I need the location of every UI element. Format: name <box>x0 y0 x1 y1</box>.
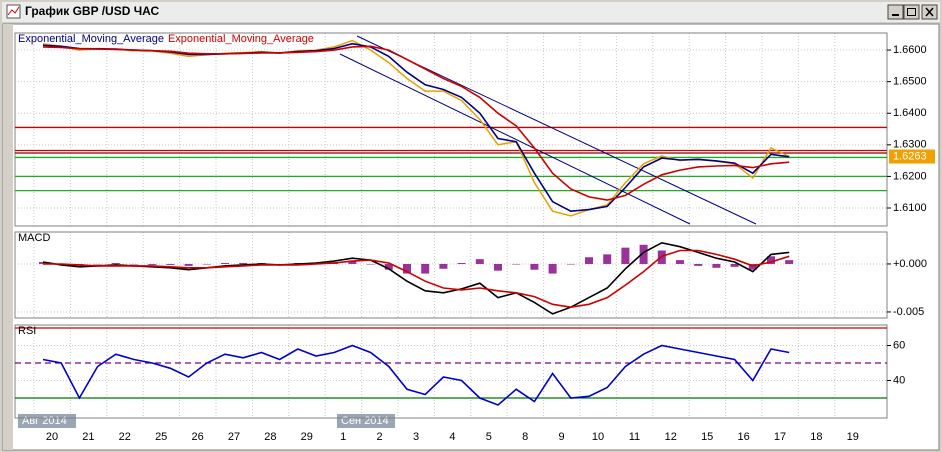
y-tick-label: 60 <box>893 339 905 351</box>
series-line <box>42 241 790 315</box>
y-tick-label: 40 <box>893 374 905 386</box>
x-tick-label: 29 <box>301 431 313 443</box>
maximize-button[interactable] <box>903 4 920 20</box>
x-tick-label: 15 <box>701 431 713 443</box>
series-line <box>43 249 790 309</box>
histogram-bar <box>712 263 721 268</box>
x-tick-label: 17 <box>774 431 786 443</box>
histogram-bar <box>785 260 794 264</box>
histogram-bar <box>585 257 593 264</box>
histogram-bar <box>475 259 484 264</box>
panel-title: MACD <box>18 232 50 244</box>
y-tick-label: 1.6500 <box>893 76 927 88</box>
histogram-bar <box>93 263 102 265</box>
histogram-bar <box>676 260 684 264</box>
histogram-bar <box>730 263 739 267</box>
x-tick-label: 2 <box>377 431 383 443</box>
x-tick-label: 18 <box>810 431 822 443</box>
histogram-bar <box>403 263 411 274</box>
histogram-bar <box>184 263 193 266</box>
y-tick-label: 1.6200 <box>893 170 927 182</box>
x-tick-label: 10 <box>592 431 604 443</box>
x-tick-label: 12 <box>665 431 677 443</box>
x-tick-label: 27 <box>228 431 240 443</box>
histogram-bar <box>348 261 357 264</box>
histogram-bar <box>130 263 138 265</box>
histogram-bar <box>421 263 430 274</box>
x-tick-label: 16 <box>737 431 749 443</box>
y-tick-label: 1.6300 <box>893 139 927 151</box>
histogram-bar <box>366 263 375 265</box>
y-tick-label: -0.005 <box>893 306 924 318</box>
window-title: График GBP /USD ЧАС <box>25 4 159 18</box>
maximize-glyph <box>907 8 916 16</box>
month-label: Сен 2014 <box>341 415 389 427</box>
y-tick-label: 1.6400 <box>893 107 927 119</box>
panel-frame <box>14 324 888 419</box>
legend-entry: Exponential_Moving_Average <box>18 33 164 45</box>
window-buttons[interactable] <box>887 4 938 20</box>
histogram-bar <box>621 247 630 264</box>
histogram-bar <box>111 263 120 264</box>
minimize-button[interactable] <box>887 4 904 20</box>
x-tick-label: 20 <box>46 431 58 443</box>
histogram-bar <box>767 256 775 264</box>
trend-line <box>339 53 691 225</box>
x-tick-label: 1 <box>340 431 346 443</box>
y-tick-label: 1.6600 <box>893 44 927 56</box>
histogram-bar <box>166 263 175 265</box>
histogram-bar <box>494 263 502 271</box>
x-tick-label: 26 <box>191 431 203 443</box>
x-tick-label: 9 <box>559 431 565 443</box>
histogram-bar <box>748 263 757 270</box>
x-tick-label: 8 <box>522 431 528 443</box>
panel-title: RSI <box>18 325 36 337</box>
x-tick-label: 22 <box>119 431 131 443</box>
series-line <box>42 39 790 217</box>
x-tick-label: 3 <box>413 431 419 443</box>
x-tick-label: 5 <box>486 431 492 443</box>
panel-frame <box>14 231 888 319</box>
histogram-bar <box>512 263 521 265</box>
histogram-bar <box>439 263 448 269</box>
y-tick-label: 1.6100 <box>893 202 927 214</box>
series-line <box>42 344 790 406</box>
histogram-bar <box>566 263 575 265</box>
price-marker <box>889 149 935 164</box>
x-tick-label: 28 <box>264 431 276 443</box>
histogram-bar <box>457 263 466 264</box>
histogram-bar <box>384 263 393 270</box>
histogram-bar <box>530 263 539 270</box>
series-line <box>42 45 790 201</box>
close-glyph <box>925 7 934 17</box>
y-tick-label: +0.000 <box>893 258 927 270</box>
window-icon-line <box>7 6 20 16</box>
month-label: Авг 2014 <box>22 415 67 427</box>
left-toolbar <box>3 24 13 450</box>
histogram-bar <box>239 263 248 264</box>
histogram-bar <box>548 263 557 274</box>
price-marker-label: 1.6263 <box>893 150 927 162</box>
histogram-bar <box>202 263 211 265</box>
histogram-bar <box>694 263 703 266</box>
x-tick-label: 4 <box>449 431 455 443</box>
histogram-bar <box>221 263 229 264</box>
histogram-bar <box>39 262 47 264</box>
histogram-bar <box>148 263 157 265</box>
x-tick-label: 11 <box>629 431 640 443</box>
panel-frame <box>14 32 888 227</box>
histogram-bar <box>603 254 612 264</box>
x-tick-label: 19 <box>847 431 859 443</box>
title-bar <box>2 2 940 22</box>
legend-entry: Exponential_Moving_Average <box>168 33 314 45</box>
x-tick-label: 25 <box>155 431 167 443</box>
histogram-bar <box>639 244 648 264</box>
x-tick-label: 21 <box>82 431 94 443</box>
